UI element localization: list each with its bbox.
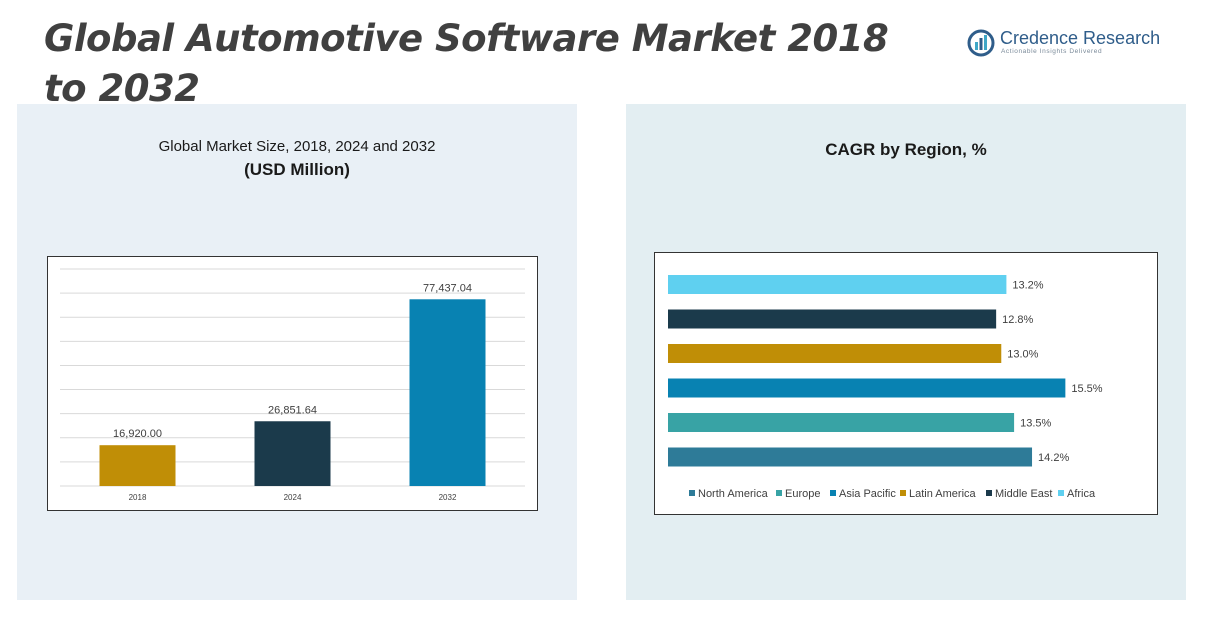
bar-africa bbox=[668, 275, 1007, 294]
data-label-north-america: 14.2% bbox=[1038, 452, 1069, 464]
legend-label-latin-america: Latin America bbox=[909, 488, 977, 500]
legend-swatch-asia-pacific bbox=[830, 490, 836, 496]
legend-swatch-africa bbox=[1058, 490, 1064, 496]
data-label-2032: 77,437.04 bbox=[423, 282, 472, 294]
cagr-title: CAGR by Region, % bbox=[825, 140, 987, 159]
market-size-chart: 16,920.00 2018 26,851.64 2024 77,437.04 2032 bbox=[47, 256, 538, 511]
legend-label-europe: Europe bbox=[785, 488, 820, 500]
legend-label-asia-pacific: Asia Pacific bbox=[839, 488, 896, 500]
bar-north-america bbox=[668, 447, 1033, 467]
cagr-chart: 14.2% 13.5% 15.5% 13.0% 12.8% 13.2% North Amer… bbox=[654, 252, 1158, 515]
brand-name: Credence Research bbox=[1000, 28, 1161, 48]
bar-2032 bbox=[409, 299, 486, 486]
x-tick-2032: 2032 bbox=[439, 493, 457, 502]
market-size-chart-svg: 16,920.00 2018 26,851.64 2024 77,437.04 2032 bbox=[60, 268, 525, 502]
legend-label-north-america: North America bbox=[698, 488, 769, 500]
legend-swatch-north-america bbox=[689, 490, 695, 496]
page-title: Global Automotive Software Market 2018 t… bbox=[44, 17, 889, 110]
brand-tagline: Actionable Insights Delivered bbox=[1001, 48, 1103, 55]
bar-asia-pacific bbox=[668, 378, 1066, 398]
credence-logo-icon bbox=[967, 29, 995, 57]
bar-europe bbox=[668, 413, 1015, 432]
market-size-title: Global Market Size, 2018, 2024 and 2032 bbox=[158, 138, 436, 155]
data-label-asia-pacific: 15.5% bbox=[1071, 383, 1102, 395]
cagr-chart-svg: 14.2% 13.5% 15.5% 13.0% 12.8% 13.2% North Amer… bbox=[668, 275, 1103, 500]
legend-swatch-europe bbox=[776, 490, 782, 496]
data-label-latin-america: 13.0% bbox=[1007, 349, 1038, 361]
data-label-middle-east: 12.8% bbox=[1002, 314, 1033, 326]
legend-label-africa: Africa bbox=[1067, 488, 1096, 500]
bar-2018 bbox=[99, 445, 176, 486]
bar-middle-east bbox=[668, 309, 997, 329]
bar-latin-america bbox=[668, 344, 1002, 363]
x-tick-2024: 2024 bbox=[284, 493, 302, 502]
data-label-europe: 13.5% bbox=[1020, 418, 1051, 430]
brand-logo: Credence Research Actionable Insights De… bbox=[966, 26, 1166, 60]
data-label-2018: 16,920.00 bbox=[113, 428, 162, 440]
legend-swatch-latin-america bbox=[900, 490, 906, 496]
market-size-unit: (USD Million) bbox=[244, 160, 350, 179]
data-label-2024: 26,851.64 bbox=[268, 404, 317, 416]
legend-label-middle-east: Middle East bbox=[995, 488, 1052, 500]
x-tick-2018: 2018 bbox=[129, 493, 147, 502]
legend-swatch-middle-east bbox=[986, 490, 992, 496]
bar-2024 bbox=[254, 421, 331, 486]
data-label-africa: 13.2% bbox=[1012, 280, 1043, 292]
